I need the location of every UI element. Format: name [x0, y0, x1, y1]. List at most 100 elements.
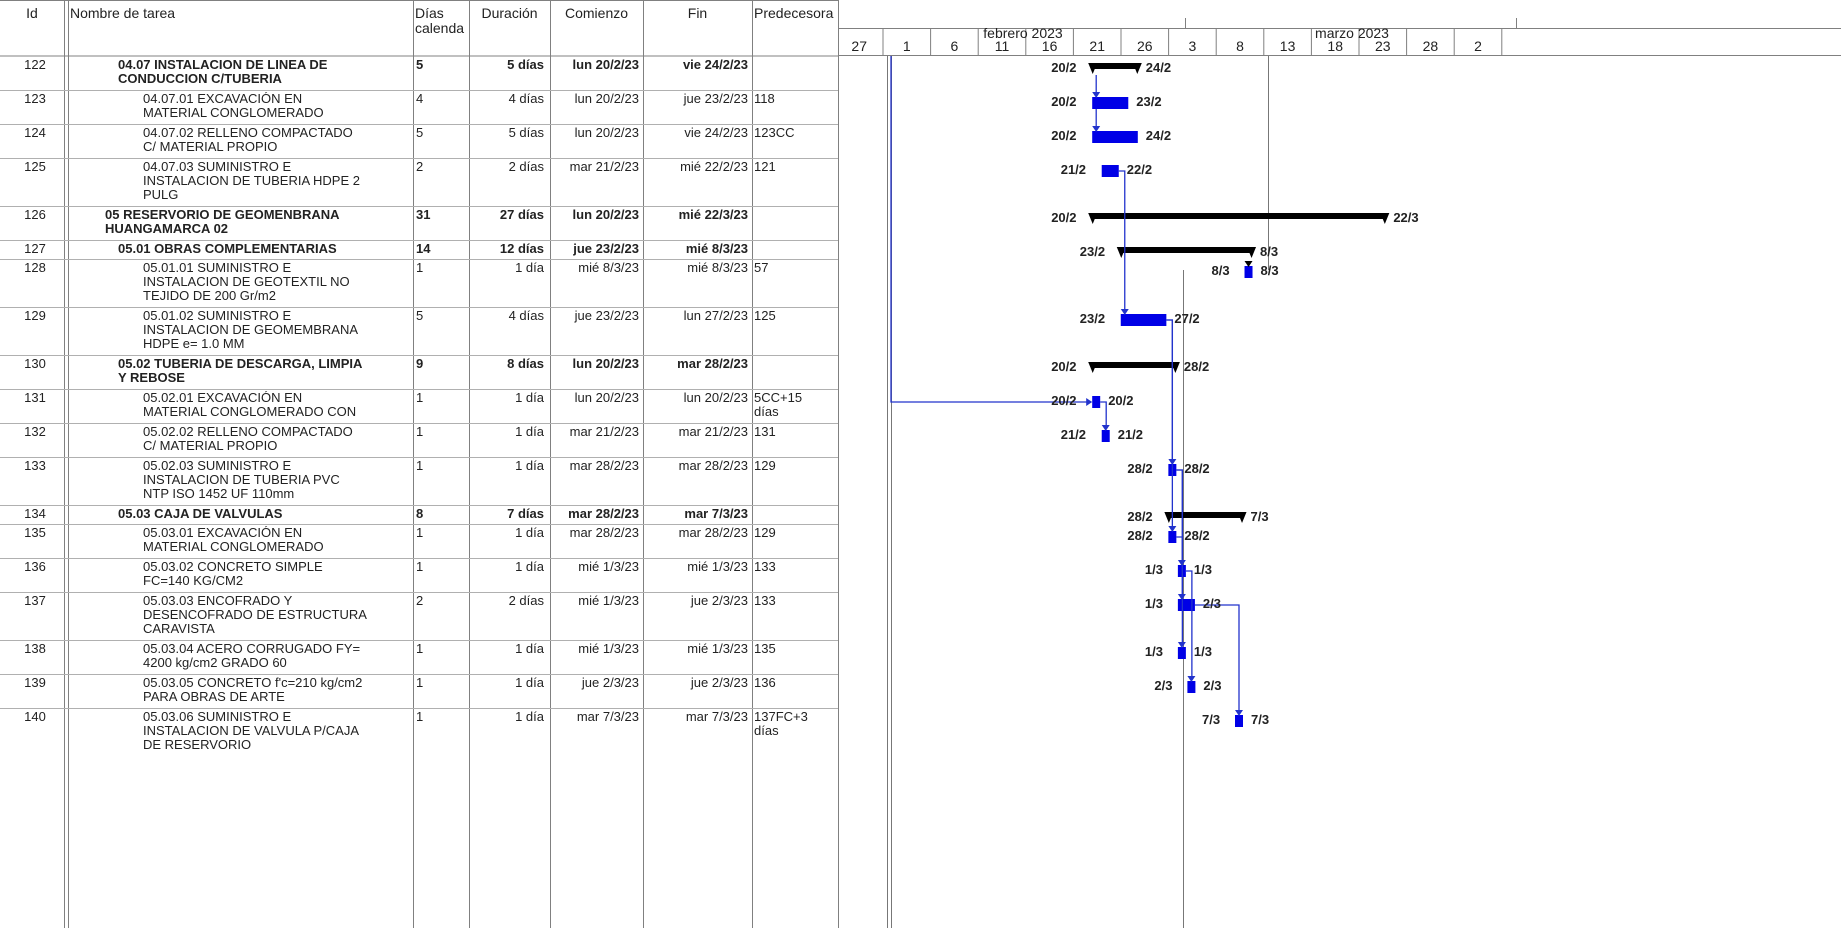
- bar-end-label: 7/3: [1250, 509, 1269, 524]
- task-name[interactable]: 05.03.05 CONCRETO f'c=210 kg/cm2: [143, 676, 363, 690]
- task-id: 137: [24, 594, 46, 608]
- column-header-dias[interactable]: Días calenda: [415, 6, 465, 36]
- task-name[interactable]: 04.07.02 RELLENO COMPACTADO: [143, 126, 353, 140]
- task-finish: lun 27/2/23: [683, 309, 748, 323]
- task-name[interactable]: 04.07.03 SUMINISTRO E: [143, 160, 292, 174]
- task-name[interactable]: MATERIAL CONGLOMERADO: [143, 106, 324, 120]
- task-name[interactable]: HUANGAMARCA 02: [105, 222, 229, 236]
- bar-start-label: 28/2: [1127, 528, 1153, 543]
- task-predecessors: 133: [754, 594, 776, 608]
- task-bar: [1168, 531, 1177, 543]
- task-name[interactable]: INSTALACION DE TUBERIA HDPE 2: [143, 174, 360, 188]
- task-calendar-days: 5: [416, 58, 424, 72]
- task-name[interactable]: INSTALACION DE VALVULA P/CAJA: [143, 724, 360, 738]
- task-name[interactable]: 05.03 CAJA DE VALVULAS: [118, 507, 283, 521]
- task-predecessors: 129: [754, 459, 776, 473]
- task-name[interactable]: 05.02 TUBERIA DE DESCARGA, LIMPIA: [118, 357, 363, 371]
- task-name[interactable]: 05 RESERVORIO DE GEOMENBRANA: [105, 208, 340, 222]
- task-name[interactable]: 05.01.02 SUMINISTRO E: [143, 309, 292, 323]
- task-bar: [1177, 647, 1186, 659]
- task-name[interactable]: PULG: [143, 188, 179, 202]
- task-id: 128: [24, 261, 46, 275]
- task-name[interactable]: 4200 kg/cm2 GRADO 60: [143, 656, 287, 670]
- summary-bar-cap: [1380, 213, 1390, 224]
- bar-start-label: 8/3: [1211, 263, 1230, 278]
- task-duration: 27 días: [499, 208, 544, 222]
- task-start: mar 21/2/23: [569, 160, 639, 174]
- task-name[interactable]: MATERIAL CONGLOMERADO: [143, 540, 324, 554]
- summary-bar-cap: [1164, 512, 1174, 523]
- task-name[interactable]: 05.03.04 ACERO CORRUGADO FY=: [143, 642, 361, 656]
- task-duration: 1 día: [515, 261, 544, 275]
- task-name[interactable]: 05.03.01 EXCAVACIÓN EN: [143, 526, 303, 540]
- task-name[interactable]: CONDUCCION C/TUBERIA: [118, 72, 282, 86]
- task-name[interactable]: FC=140 KG/CM2: [143, 574, 244, 588]
- task-duration: 1 día: [515, 526, 544, 540]
- task-name[interactable]: 05.02.01 EXCAVACIÓN EN: [143, 391, 303, 405]
- bar-end-label: 8/3: [1260, 244, 1279, 259]
- task-finish: mar 28/2/23: [677, 357, 748, 371]
- task-id: 123: [24, 92, 46, 106]
- task-name[interactable]: MATERIAL CONGLOMERADO CON: [143, 405, 357, 419]
- timescale-tick-label: 8: [1236, 38, 1244, 54]
- dependency-arrowhead: [1244, 261, 1253, 267]
- timescale-tick-label: 3: [1189, 38, 1197, 54]
- task-name[interactable]: 04.07 INSTALACION DE LINEA DE: [118, 58, 328, 72]
- column-header-id[interactable]: Id: [26, 6, 38, 21]
- task-calendar-days: 1: [416, 526, 424, 540]
- task-calendar-days: 5: [416, 309, 424, 323]
- bar-end-label: 20/2: [1108, 393, 1134, 408]
- task-duration: 8 días: [507, 357, 544, 371]
- task-id: 125: [24, 160, 46, 174]
- task-finish: vie 24/2/23: [684, 126, 748, 140]
- task-name[interactable]: 05.03.02 CONCRETO SIMPLE: [143, 560, 323, 574]
- task-duration: 1 día: [515, 676, 544, 690]
- task-duration: 1 día: [515, 425, 544, 439]
- bar-end-label: 24/2: [1145, 128, 1172, 143]
- task-name[interactable]: Y REBOSE: [118, 371, 185, 385]
- timescale-tick-label: 13: [1280, 38, 1296, 54]
- task-name[interactable]: 05.01.01 SUMINISTRO E: [143, 261, 292, 275]
- bar-end-label: 28/2: [1184, 461, 1210, 476]
- task-name[interactable]: 05.03.06 SUMINISTRO E: [143, 710, 292, 724]
- task-name[interactable]: INSTALACION DE GEOTEXTIL NO: [143, 275, 350, 289]
- task-duration: 1 día: [515, 560, 544, 574]
- task-name[interactable]: DESENCOFRADO DE ESTRUCTURA: [143, 608, 367, 622]
- timescale-tick-label: 28: [1423, 38, 1439, 54]
- column-header-fin[interactable]: Fin: [687, 6, 708, 21]
- task-name[interactable]: 04.07.01 EXCAVACIÓN EN: [143, 92, 303, 106]
- timescale-tick-label: 18: [1327, 38, 1343, 54]
- timescale-tick-label: 27: [851, 38, 867, 54]
- task-predecessors: 121: [754, 160, 776, 174]
- task-predecessors: 136: [754, 676, 776, 690]
- task-finish: mié 22/2/23: [680, 160, 748, 174]
- column-header-comienzo[interactable]: Comienzo: [564, 6, 629, 21]
- task-predecessors: 118: [754, 92, 775, 106]
- dependency-arrowhead: [1092, 126, 1101, 132]
- task-name[interactable]: DE RESERVORIO: [143, 738, 252, 752]
- task-name[interactable]: 05.01 OBRAS COMPLEMENTARIAS: [118, 242, 337, 256]
- task-name[interactable]: 05.03.03 ENCOFRADO Y: [143, 594, 293, 608]
- task-name[interactable]: TEJIDO DE 200 Gr/m2: [143, 289, 276, 303]
- task-start: lun 20/2/23: [572, 357, 639, 371]
- summary-bar-cap: [1088, 63, 1098, 74]
- task-name[interactable]: INSTALACION DE GEOMEMBRANA: [143, 323, 359, 337]
- task-name[interactable]: 05.02.02 RELLENO COMPACTADO: [143, 425, 353, 439]
- task-name[interactable]: PARA OBRAS DE ARTE: [143, 690, 285, 704]
- task-name[interactable]: HDPE e= 1.0 MM: [143, 337, 245, 351]
- summary-bar-cap: [1237, 512, 1247, 523]
- task-name[interactable]: C/ MATERIAL PROPIO: [143, 140, 278, 154]
- task-bar: [1120, 314, 1167, 326]
- column-header-name[interactable]: Nombre de tarea: [70, 6, 176, 21]
- task-start: mié 1/3/23: [578, 560, 639, 574]
- task-name[interactable]: NTP ISO 1452 UF 110mm: [143, 487, 295, 501]
- task-name[interactable]: INSTALACION DE TUBERIA PVC: [143, 473, 340, 487]
- task-name[interactable]: 05.02.03 SUMINISTRO E: [143, 459, 292, 473]
- column-header-pred[interactable]: Predecesora: [754, 6, 834, 21]
- task-id: 124: [24, 126, 46, 140]
- bar-start-label: 1/3: [1144, 596, 1163, 611]
- task-name[interactable]: C/ MATERIAL PROPIO: [143, 439, 278, 453]
- task-name[interactable]: CARAVISTA: [143, 622, 215, 636]
- timescale-tick-label: 11: [995, 38, 1010, 54]
- column-header-duracion[interactable]: Duración: [481, 6, 538, 21]
